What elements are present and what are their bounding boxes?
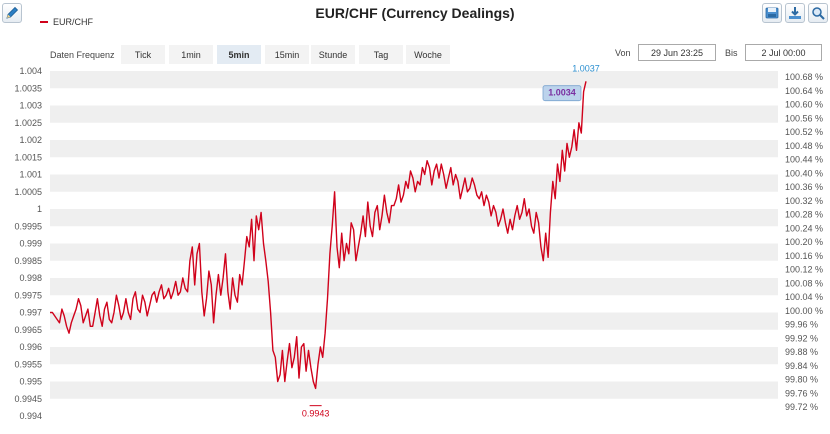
y-tick-label: 1.001 [19, 170, 42, 180]
series-line-eur-chf [50, 81, 587, 390]
grid-band [50, 243, 778, 261]
max-value-label: 1.0037 [572, 63, 600, 73]
y2-tick-label: 100.08 % [785, 278, 823, 288]
y-tick-label: 0.994 [19, 411, 42, 421]
y-tick-label: 1.0005 [14, 187, 42, 197]
freq-5min-button[interactable]: 5min [217, 45, 261, 64]
from-label: Von [615, 48, 631, 58]
y2-tick-label: 100.24 % [785, 223, 823, 233]
legend-swatch [40, 21, 48, 23]
y2-tick-label: 99.92 % [785, 333, 818, 343]
y-tick-label: 0.995 [19, 377, 42, 387]
last-value-tooltip: 1.0034 [542, 85, 582, 102]
grid-band [50, 347, 778, 365]
save-icon [765, 7, 779, 19]
grid-band [50, 71, 778, 89]
y2-tick-label: 100.36 % [785, 182, 823, 192]
grid-band [50, 140, 778, 158]
grid-band [50, 381, 778, 399]
y2-tick-label: 100.56 % [785, 113, 823, 123]
y2-tick-label: 100.28 % [785, 210, 823, 220]
y2-tick-label: 99.72 % [785, 402, 818, 412]
download-button[interactable] [785, 3, 805, 23]
y2-tick-label: 100.20 % [785, 237, 823, 247]
y-tick-label: 0.999 [19, 239, 42, 249]
y-axis-left: 0.994 0.9945 0.995 0.9955 0.996 0.9965 0.997 0.… [14, 66, 42, 421]
pencil-icon [6, 6, 19, 19]
y2-tick-label: 100.60 % [785, 100, 823, 110]
y2-tick-label: 100.04 % [785, 292, 823, 302]
y2-tick-label: 100.52 % [785, 127, 823, 137]
y-tick-label: 1.002 [19, 135, 42, 145]
y-tick-label: 0.9985 [14, 256, 42, 266]
frequency-label: Daten Frequenz [50, 50, 115, 60]
y-axis-right: 99.72 % 99.76 % 99.80 % 99.84 % 99.88 % 99.92… [785, 72, 823, 412]
freq-week-button[interactable]: Woche [406, 45, 450, 64]
y2-tick-label: 100.32 % [785, 196, 823, 206]
y2-tick-label: 100.48 % [785, 141, 823, 151]
y-tick-label: 1.004 [19, 66, 42, 76]
y2-tick-label: 100.68 % [785, 72, 823, 82]
chart-title: EUR/CHF (Currency Dealings) [315, 5, 515, 21]
y2-tick-label: 100.64 % [785, 86, 823, 96]
grid-band [50, 105, 778, 123]
grid-band [50, 209, 778, 227]
zoom-button[interactable] [808, 3, 828, 23]
y2-tick-label: 99.84 % [785, 361, 818, 371]
zoom-icon [812, 7, 825, 20]
download-icon [789, 7, 801, 19]
y-tick-label: 1.0015 [14, 152, 42, 162]
y-tick-label: 0.9975 [14, 290, 42, 300]
y2-tick-label: 100.16 % [785, 251, 823, 261]
to-label: Bis [725, 48, 738, 58]
y2-tick-label: 99.76 % [785, 388, 818, 398]
y2-tick-label: 100.00 % [785, 306, 823, 316]
y-tick-label: 0.996 [19, 342, 42, 352]
last-value-box [542, 85, 582, 102]
from-date-input[interactable]: 29 Jun 23:25 [638, 44, 716, 61]
freq-tick-button[interactable]: Tick [121, 45, 165, 64]
save-button[interactable] [762, 3, 782, 23]
y-tick-label: 0.9955 [14, 359, 42, 369]
y-tick-label: 1.003 [19, 101, 42, 111]
freq-hour-button[interactable]: Stunde [311, 45, 355, 64]
y-tick-label: 0.9995 [14, 221, 42, 231]
y-tick-label: 0.998 [19, 273, 42, 283]
freq-day-button[interactable]: Tag [359, 45, 403, 64]
y-tick-label: 1.0035 [14, 83, 42, 93]
legend[interactable]: EUR/CHF [40, 17, 93, 27]
y2-tick-label: 99.96 % [785, 320, 818, 330]
y-tick-label: 0.9945 [14, 394, 42, 404]
to-date-input[interactable]: 2 Jul 00:00 [745, 44, 822, 61]
y-tick-label: 1 [37, 204, 42, 214]
freq-1min-button[interactable]: 1min [169, 45, 213, 64]
y-tick-label: 1.0025 [14, 118, 42, 128]
y2-tick-label: 99.88 % [785, 347, 818, 357]
y2-tick-label: 99.80 % [785, 375, 818, 385]
freq-15min-button[interactable]: 15min [265, 45, 309, 64]
last-value-label: 1.0034 [548, 88, 576, 98]
y2-tick-label: 100.40 % [785, 168, 823, 178]
edit-button[interactable] [2, 3, 22, 23]
y-tick-label: 0.997 [19, 308, 42, 318]
y2-tick-label: 100.44 % [785, 155, 823, 165]
y2-tick-label: 100.12 % [785, 265, 823, 275]
min-value-label: 0.9943 [302, 409, 330, 419]
grid-bands [50, 71, 778, 399]
y-tick-label: 0.9965 [14, 325, 42, 335]
legend-label: EUR/CHF [53, 17, 93, 27]
grid-band [50, 312, 778, 330]
